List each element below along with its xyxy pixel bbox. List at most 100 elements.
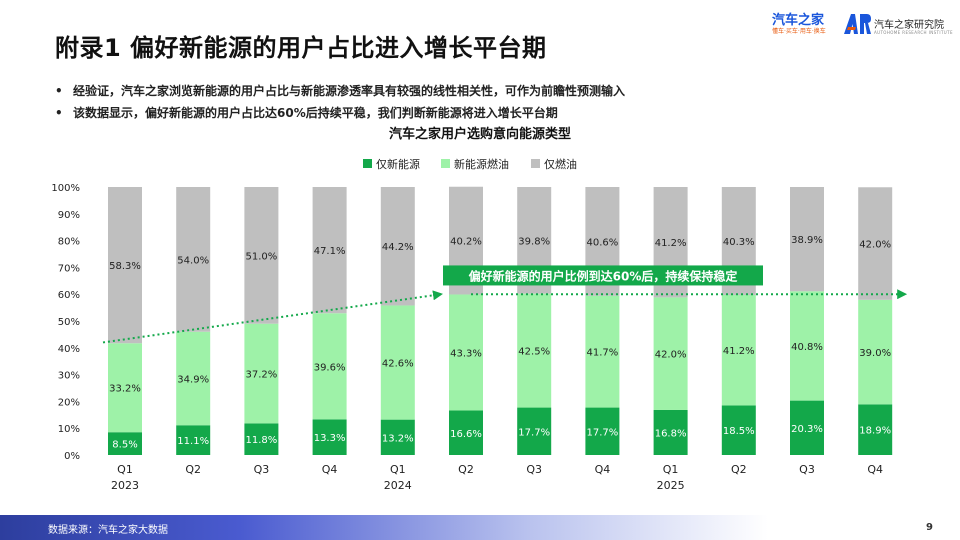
bar-segment bbox=[790, 291, 824, 401]
data-label: 39.6% bbox=[314, 362, 346, 373]
legend-label: 仅新能源 bbox=[376, 157, 420, 171]
data-label: 18.9% bbox=[859, 426, 891, 437]
bar-segment bbox=[790, 400, 824, 455]
x-tick-label: Q1 bbox=[390, 463, 406, 476]
x-tick-label: Q3 bbox=[799, 463, 815, 476]
bar-segment bbox=[585, 295, 620, 408]
bar-segment bbox=[380, 187, 415, 306]
bar-segment bbox=[176, 331, 211, 426]
bar-segment bbox=[312, 419, 347, 455]
y-tick-label: 40% bbox=[58, 344, 80, 355]
data-label: 42.5% bbox=[518, 347, 550, 358]
data-label: 13.2% bbox=[382, 433, 414, 444]
y-tick-label: 0% bbox=[64, 451, 80, 462]
y-tick-label: 20% bbox=[58, 397, 80, 408]
page-title: 附录1 偏好新能源的用户占比进入增长平台期 bbox=[55, 34, 547, 62]
bar-segment bbox=[721, 295, 756, 406]
data-label: 17.7% bbox=[518, 427, 550, 438]
data-label: 41.7% bbox=[587, 348, 619, 359]
data-label: 40.2% bbox=[450, 237, 482, 248]
data-label: 20.3% bbox=[791, 424, 823, 435]
bar-segment bbox=[517, 293, 552, 408]
x-tick-label: Q2 bbox=[731, 463, 747, 476]
x-tick-label: Q1 bbox=[663, 463, 679, 476]
legend-swatch bbox=[363, 159, 372, 168]
data-label: 38.9% bbox=[791, 235, 823, 246]
data-label: 43.3% bbox=[450, 348, 482, 359]
y-tick-label: 100% bbox=[51, 183, 80, 194]
bullet-text: 经验证，汽车之家浏览新能源的用户占比与新能源渗透率具有较强的线性相关性，可作为前… bbox=[73, 84, 626, 98]
data-label: 41.2% bbox=[723, 346, 755, 357]
bar-segment bbox=[858, 404, 893, 455]
bar-segment bbox=[312, 187, 347, 314]
data-label: 54.0% bbox=[177, 255, 209, 266]
bar-segment bbox=[176, 425, 211, 455]
bar-segment bbox=[244, 187, 279, 324]
bullet-mark: • bbox=[55, 84, 63, 98]
chart-title: 汽车之家用户选购意向能源类型 bbox=[389, 126, 571, 142]
data-label: 40.3% bbox=[723, 237, 755, 248]
data-label: 42.0% bbox=[655, 350, 687, 361]
bar-segment bbox=[449, 410, 483, 455]
bullet-mark: • bbox=[55, 106, 63, 120]
bar-segment bbox=[517, 407, 552, 455]
footer-bar: 数据来源：汽车之家大数据 bbox=[0, 515, 960, 540]
bar-segment bbox=[312, 313, 347, 420]
data-label: 58.3% bbox=[109, 261, 141, 272]
x-tick-label: Q1 bbox=[117, 463, 133, 476]
data-label: 17.7% bbox=[587, 427, 619, 438]
bar-segment bbox=[108, 343, 142, 433]
data-label: 13.3% bbox=[314, 433, 346, 444]
data-label: 33.2% bbox=[109, 384, 141, 395]
research-institute-name-en: AUTOHOME RESEARCH INSTITUTE bbox=[874, 30, 953, 35]
data-label: 37.2% bbox=[246, 370, 278, 381]
data-label: 16.8% bbox=[655, 428, 687, 439]
data-label: 40.8% bbox=[791, 342, 823, 353]
autohome-logo: 汽车之家 懂车·买车·用车·换车 bbox=[772, 14, 834, 38]
y-tick-label: 10% bbox=[58, 424, 80, 435]
data-label: 42.0% bbox=[859, 240, 891, 251]
autohome-logo-brand: 汽车之家 bbox=[772, 13, 825, 28]
bar-segment bbox=[790, 187, 824, 292]
bar-segment bbox=[449, 294, 483, 411]
data-label: 16.6% bbox=[450, 429, 482, 440]
x-tick-label: Q3 bbox=[254, 463, 270, 476]
bar-segment bbox=[176, 187, 211, 332]
bar-segment bbox=[108, 432, 142, 455]
y-tick-label: 70% bbox=[58, 263, 80, 274]
x-tick-label: Q2 bbox=[185, 463, 201, 476]
bar-segment bbox=[653, 297, 688, 410]
trend-line-rising bbox=[102, 290, 443, 344]
x-tick-label: Q4 bbox=[595, 463, 611, 476]
bullet-item: • 经验证，汽车之家浏览新能源的用户占比与新能源渗透率具有较强的线性相关性，可作为… bbox=[55, 80, 915, 102]
data-source: 数据来源：汽车之家大数据 bbox=[48, 525, 168, 536]
data-label: 47.1% bbox=[314, 246, 346, 257]
data-label: 34.9% bbox=[177, 374, 209, 385]
x-tick-label: Q3 bbox=[526, 463, 542, 476]
bar-segment bbox=[108, 187, 142, 344]
legend-label: 新能源燃油 bbox=[454, 157, 509, 171]
bar-segment bbox=[380, 419, 415, 455]
data-label: 41.2% bbox=[655, 238, 687, 249]
x-tick-label: Q4 bbox=[867, 463, 883, 476]
data-label: 42.6% bbox=[382, 359, 414, 370]
bar-segment bbox=[653, 409, 688, 455]
data-label: 8.5% bbox=[112, 440, 137, 451]
data-label: 18.5% bbox=[723, 426, 755, 437]
x-tick-label: Q4 bbox=[322, 463, 338, 476]
research-institute-logo: 汽车之家研究院 AUTOHOME RESEARCH INSTITUTE bbox=[842, 12, 953, 40]
annotation-box bbox=[443, 265, 763, 286]
ar-logo-icon bbox=[844, 14, 871, 34]
legend-label: 仅燃油 bbox=[544, 157, 577, 171]
page-number: 9 bbox=[926, 522, 933, 533]
y-tick-label: 60% bbox=[58, 290, 80, 301]
y-tick-label: 80% bbox=[58, 237, 80, 248]
autohome-logo-tagline: 懂车·买车·用车·换车 bbox=[772, 28, 826, 35]
bullet-list: • 经验证，汽车之家浏览新能源的用户占比与新能源渗透率具有较强的线性相关性，可作为… bbox=[55, 80, 915, 124]
data-label: 44.2% bbox=[382, 242, 414, 253]
bar-segment bbox=[585, 407, 620, 455]
bar-segment bbox=[244, 323, 279, 424]
data-label: 11.8% bbox=[246, 435, 278, 446]
annotation-text: 偏好新能源的用户比例到达60%后，持续保持稳定 bbox=[469, 268, 738, 283]
